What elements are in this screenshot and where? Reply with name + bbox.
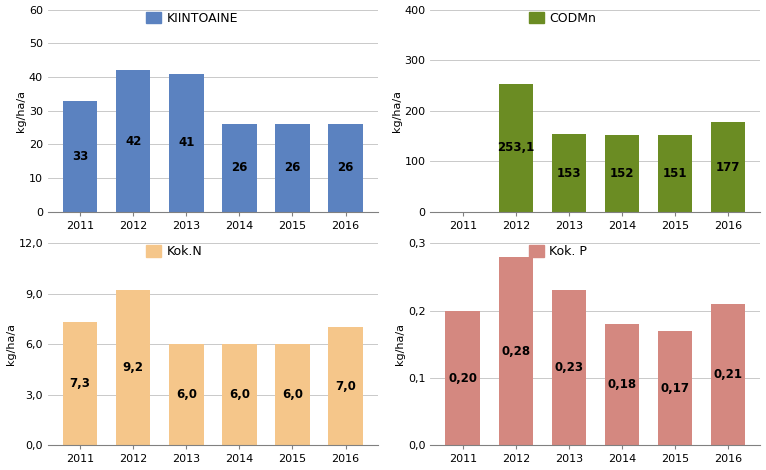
Legend: CODMn: CODMn [529, 12, 596, 25]
Bar [552, 290, 586, 446]
Text: 0,18: 0,18 [607, 378, 637, 391]
Text: 177: 177 [716, 161, 741, 173]
Legend: Kok.N: Kok.N [146, 245, 202, 258]
Bar [222, 124, 257, 212]
Text: 9,2: 9,2 [123, 361, 144, 375]
Bar [169, 74, 204, 212]
Bar [329, 124, 363, 212]
Bar [63, 322, 97, 446]
Bar [329, 328, 363, 446]
Bar [658, 331, 692, 446]
Text: 6,0: 6,0 [175, 388, 197, 401]
Bar [711, 304, 745, 446]
Text: 26: 26 [337, 162, 354, 174]
Text: 7,3: 7,3 [70, 377, 90, 391]
Y-axis label: kg/ha/a: kg/ha/a [391, 90, 401, 132]
Text: 26: 26 [231, 162, 247, 174]
Bar [63, 101, 97, 212]
Text: 0,28: 0,28 [501, 345, 530, 358]
Bar [604, 135, 640, 212]
Text: 26: 26 [284, 162, 300, 174]
Bar [711, 122, 745, 212]
Text: 151: 151 [663, 167, 687, 180]
Text: 0,20: 0,20 [448, 371, 477, 384]
Legend: Kok. P: Kok. P [529, 245, 587, 258]
Bar [446, 311, 480, 446]
Y-axis label: kg/ha/a: kg/ha/a [395, 323, 405, 365]
Text: 0,21: 0,21 [714, 368, 743, 381]
Text: 253,1: 253,1 [497, 141, 535, 154]
Bar [499, 84, 533, 212]
Bar [275, 124, 309, 212]
Text: 41: 41 [178, 136, 195, 149]
Text: 42: 42 [125, 134, 142, 148]
Bar [604, 324, 640, 446]
Text: 153: 153 [557, 167, 581, 180]
Legend: KIINTOAINE: KIINTOAINE [146, 12, 238, 25]
Text: 6,0: 6,0 [229, 388, 250, 401]
Bar [116, 70, 150, 212]
Bar [169, 345, 204, 446]
Text: 6,0: 6,0 [282, 388, 303, 401]
Bar [116, 290, 150, 446]
Text: 33: 33 [72, 149, 88, 163]
Bar [222, 345, 257, 446]
Bar [499, 257, 533, 446]
Text: 0,23: 0,23 [555, 361, 584, 375]
Y-axis label: kg/ha/a: kg/ha/a [16, 90, 26, 132]
Text: 0,17: 0,17 [660, 382, 689, 395]
Bar [552, 134, 586, 212]
Bar [658, 135, 692, 212]
Text: 7,0: 7,0 [335, 380, 356, 393]
Bar [275, 345, 309, 446]
Y-axis label: kg/ha/a: kg/ha/a [5, 323, 15, 365]
Text: 152: 152 [610, 167, 634, 180]
